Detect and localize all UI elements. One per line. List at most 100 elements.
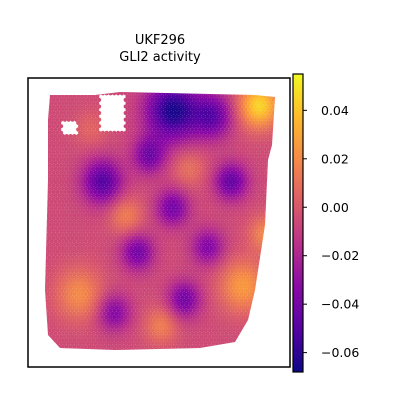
- spot: [201, 226, 206, 231]
- spot: [176, 242, 181, 247]
- spot: [212, 324, 218, 329]
- spot: [188, 236, 193, 241]
- spot: [68, 101, 73, 106]
- spot: [98, 278, 104, 283]
- spot: [68, 305, 73, 310]
- spot: [72, 140, 77, 145]
- spot: [174, 199, 180, 204]
- spot: [201, 160, 206, 165]
- spot: [157, 117, 162, 122]
- spot: [59, 176, 64, 181]
- spot: [192, 104, 197, 109]
- spot: [174, 265, 180, 270]
- spot: [163, 232, 168, 237]
- spot: [245, 137, 250, 142]
- spot: [245, 249, 250, 254]
- spot: [70, 203, 75, 208]
- spot: [49, 140, 54, 145]
- spot: [247, 94, 252, 99]
- spot: [214, 222, 219, 227]
- spot: [150, 183, 155, 188]
- spot: [203, 315, 208, 320]
- spot: [250, 265, 256, 270]
- spot: [201, 331, 206, 336]
- spot: [53, 252, 58, 257]
- spot: [152, 160, 157, 165]
- spot: [93, 288, 98, 293]
- spot: [102, 206, 107, 211]
- spot: [214, 143, 219, 148]
- spot: [195, 157, 200, 162]
- spot: [136, 107, 142, 112]
- spot: [106, 305, 111, 310]
- spot: [260, 104, 265, 109]
- colorbar: [292, 73, 304, 373]
- spot: [157, 209, 162, 214]
- spot: [78, 104, 83, 109]
- spot: [51, 229, 56, 234]
- spot: [59, 268, 64, 274]
- spot: [197, 94, 202, 99]
- spot: [235, 114, 240, 119]
- spot: [138, 143, 143, 148]
- spot: [209, 265, 214, 270]
- spot: [51, 150, 56, 155]
- spot: [59, 130, 64, 135]
- spot: [243, 147, 248, 152]
- spot: [60, 259, 66, 264]
- spot: [190, 232, 195, 237]
- spot: [135, 255, 140, 260]
- spot: [55, 209, 60, 214]
- spot: [123, 301, 128, 306]
- spot: [74, 137, 79, 142]
- spot: [163, 298, 168, 303]
- spot: [203, 268, 208, 274]
- spot: [176, 130, 181, 135]
- spot: [114, 232, 119, 237]
- spot: [64, 298, 69, 303]
- spot: [125, 239, 130, 244]
- spot: [228, 291, 233, 297]
- spot: [167, 153, 172, 158]
- spot: [53, 134, 58, 139]
- spot: [169, 117, 174, 122]
- spot: [51, 236, 56, 241]
- spot: [209, 140, 214, 145]
- spot: [214, 282, 219, 287]
- spot: [57, 127, 62, 132]
- spot: [197, 272, 202, 277]
- spot: [150, 308, 155, 313]
- spot: [55, 170, 60, 175]
- spot: [231, 278, 237, 283]
- spot: [148, 278, 153, 283]
- spot: [212, 291, 218, 297]
- spot: [214, 236, 219, 241]
- spot: [205, 213, 210, 218]
- spot: [228, 101, 233, 106]
- spot: [116, 328, 121, 333]
- spot: [79, 193, 85, 198]
- spot: [133, 101, 138, 106]
- spot: [205, 134, 210, 139]
- spot: [47, 124, 52, 129]
- spot: [209, 107, 214, 112]
- spot: [85, 288, 90, 293]
- spot: [173, 203, 178, 208]
- spot: [231, 291, 237, 297]
- spot: [184, 110, 189, 116]
- spot: [250, 278, 256, 283]
- spot: [135, 282, 140, 287]
- spot: [129, 278, 134, 283]
- spot: [91, 291, 96, 297]
- spot: [123, 236, 128, 241]
- spot: [55, 163, 60, 168]
- spot: [262, 206, 267, 211]
- spot: [218, 268, 223, 274]
- spot: [78, 242, 83, 247]
- spot: [155, 107, 161, 112]
- spot: [247, 180, 252, 185]
- spot: [64, 134, 69, 139]
- spot: [190, 107, 195, 112]
- spot: [224, 120, 229, 125]
- spot: [85, 216, 90, 221]
